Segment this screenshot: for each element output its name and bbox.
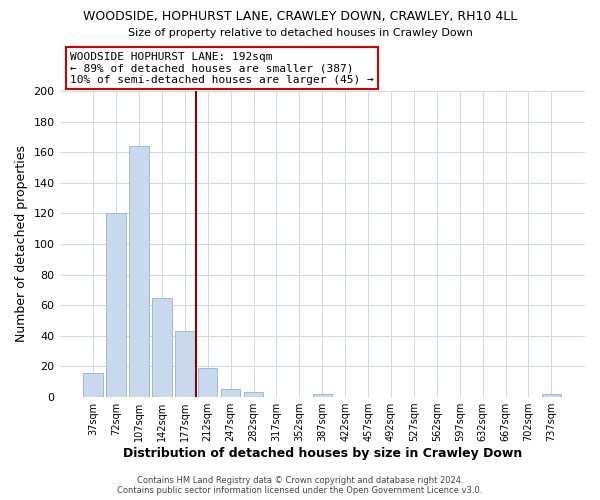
Text: WOODSIDE, HOPHURST LANE, CRAWLEY DOWN, CRAWLEY, RH10 4LL: WOODSIDE, HOPHURST LANE, CRAWLEY DOWN, C… bbox=[83, 10, 517, 23]
X-axis label: Distribution of detached houses by size in Crawley Down: Distribution of detached houses by size … bbox=[122, 447, 522, 460]
Text: Size of property relative to detached houses in Crawley Down: Size of property relative to detached ho… bbox=[128, 28, 472, 38]
Bar bbox=[129, 146, 149, 397]
Bar bbox=[83, 372, 103, 397]
Bar bbox=[221, 390, 241, 397]
Bar bbox=[313, 394, 332, 397]
Bar bbox=[198, 368, 217, 397]
Bar bbox=[106, 214, 126, 397]
Bar bbox=[542, 394, 561, 397]
Y-axis label: Number of detached properties: Number of detached properties bbox=[15, 146, 28, 342]
Bar bbox=[152, 298, 172, 397]
Text: WOODSIDE HOPHURST LANE: 192sqm
← 89% of detached houses are smaller (387)
10% of: WOODSIDE HOPHURST LANE: 192sqm ← 89% of … bbox=[70, 52, 374, 85]
Bar bbox=[244, 392, 263, 397]
Bar bbox=[175, 332, 194, 397]
Text: Contains HM Land Registry data © Crown copyright and database right 2024.
Contai: Contains HM Land Registry data © Crown c… bbox=[118, 476, 482, 495]
